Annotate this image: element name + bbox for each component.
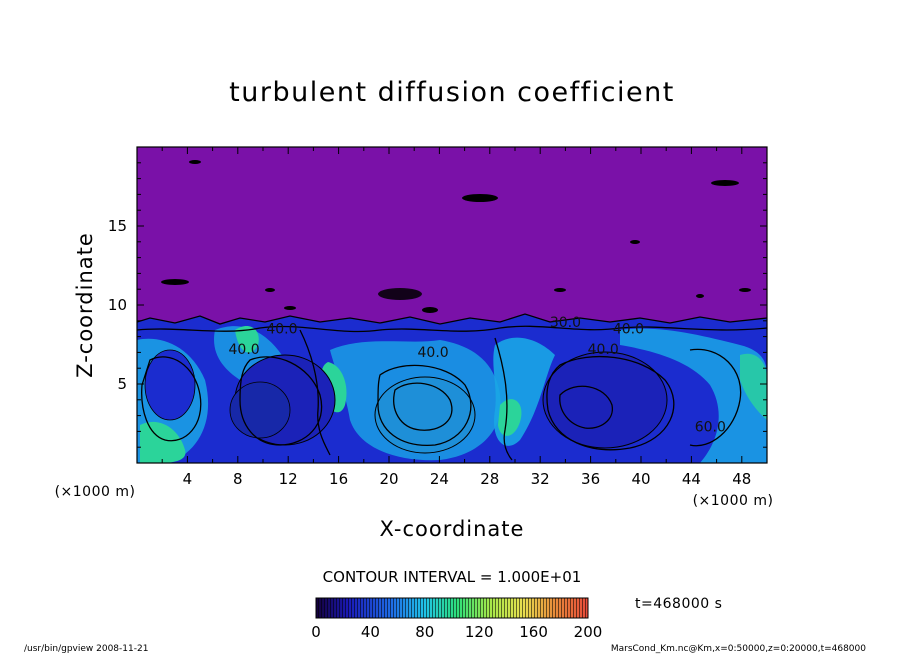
high-region [498,399,522,436]
x-tick-label: 4 [183,470,193,488]
swirl-region [620,328,767,463]
high-region [140,421,186,463]
plot-area [137,147,767,463]
x-tick-label: 28 [480,470,499,488]
x-axis-label: X-coordinate [380,517,525,541]
contour-interval-label: CONTOUR INTERVAL = 1.000E+01 [323,568,582,586]
colorbar-frame [315,597,589,619]
footer-right: MarsCond_Km.nc@Km,x=0:50000,z=0:20000,t=… [611,644,866,654]
footer-left: /usr/bin/gpview 2008-11-21 [24,644,148,654]
y-axis-label: Z-coordinate [73,232,97,378]
x-tick-label: 20 [379,470,398,488]
x-tick-label: 40 [631,470,650,488]
colorbar-stripes [316,598,588,618]
x-tick-label: 8 [233,470,243,488]
colorbar-tick-label: 120 [465,623,494,641]
y-axis-unit: (×1000 m) [55,484,136,500]
x-tick-label: 16 [329,470,348,488]
contour-label: 40.0 [266,321,297,337]
upper-blobs [161,160,751,313]
vortex-core [229,381,291,439]
y-tick-label: 15 [108,217,127,235]
x-tick-label: 24 [430,470,449,488]
colorbar-tick-label: 0 [311,623,321,641]
colorbar-tick-label: 160 [519,623,548,641]
colorbar-tick-label: 80 [415,623,434,641]
contour-label: 40.0 [588,342,619,358]
chart-title: turbulent diffusion coefficient [229,77,675,108]
vortex-core [374,376,476,454]
time-label: t=468000 s [635,596,722,612]
y-axis-ticks: 5 10 15 [108,162,767,448]
colorbar-tick-label: 200 [574,623,603,641]
x-axis-unit: (×1000 m) [693,493,774,509]
contour-label: 40.0 [229,342,260,358]
x-tick-label: 32 [531,470,550,488]
y-tick-label: 5 [117,375,127,393]
x-tick-label: 36 [581,470,600,488]
contour-label: 60.0 [695,419,726,435]
x-tick-label: 12 [279,470,298,488]
x-tick-label: 44 [682,470,701,488]
contour-lines [137,313,767,461]
vortex-core [144,349,196,421]
colorbar-tick-label: 40 [361,623,380,641]
colorbar: 0 40 80 120 160 200 [311,597,602,641]
y-tick-label: 10 [108,296,127,314]
x-axis-ticks: 4 8 12 16 20 24 28 32 36 40 44 48 [161,147,751,488]
high-region [235,325,259,353]
contour-labels: 40.0 40.0 40.0 40.0 40.0 30.0 60.0 [229,315,726,435]
contour-label: 30.0 [550,315,581,331]
contour-label: 40.0 [418,345,449,361]
x-tick-label: 48 [732,470,751,488]
colorbar-ticks: 0 40 80 120 160 200 [311,623,602,641]
contour-label: 40.0 [613,321,644,337]
high-region [740,353,767,420]
